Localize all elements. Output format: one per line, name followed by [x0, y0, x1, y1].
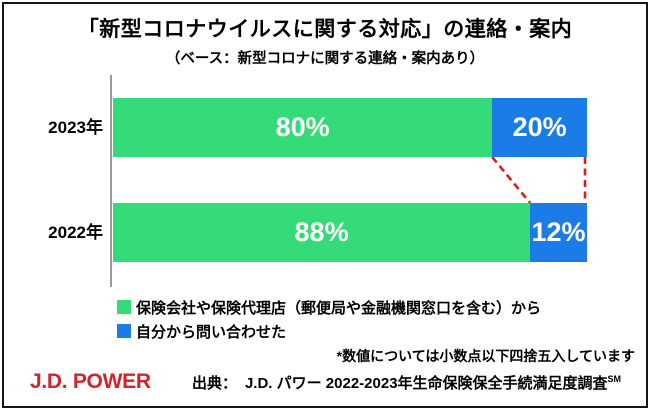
legend-item-insurer: 保険会社や保険代理店（郵便局や金融機関窓口を含む）から	[117, 295, 541, 319]
source-line: 出典： J.D. パワー 2022-2023年生命保険保全手続満足度調査SM	[175, 372, 638, 393]
legend-swatch-blue	[117, 324, 131, 338]
category-label: 2022年	[48, 223, 103, 242]
y-axis-line	[110, 75, 112, 287]
rounding-note: *数値については小数点以下四捨五入しています	[336, 348, 635, 364]
legend-label-self: 自分から問い合わせた	[136, 323, 287, 341]
bar-segment-self: 12%	[530, 203, 587, 262]
legend-label-insurer: 保険会社や保険代理店（郵便局や金融機関窓口を含む）から	[136, 299, 542, 317]
bar-row: 88% 12%	[113, 203, 587, 262]
source-label: 出典：	[191, 375, 237, 392]
bar-segment-insurer: 80%	[113, 98, 493, 157]
connector-dashed-lines	[491, 156, 587, 204]
source-superscript: SM	[607, 374, 622, 384]
category-label: 2023年	[48, 118, 103, 137]
source-text: J.D. パワー 2022-2023年生命保険保全手続満足度調査	[244, 375, 608, 392]
legend-swatch-green	[117, 300, 131, 314]
chart-title: 「新型コロナウイルスに関する対応」の連絡・案内	[77, 18, 573, 41]
bar-segment-self: 20%	[492, 98, 587, 157]
stacked-bar-chart: 2023年 80% 20% 2022年 88% 12%	[0, 75, 650, 287]
jd-power-logo: J.D. POWER	[30, 370, 151, 393]
bar-segment-insurer: 88%	[113, 203, 531, 262]
legend: 保険会社や保険代理店（郵便局や金融機関窓口を含む）から 自分から問い合わせた	[117, 295, 541, 343]
bar-row: 80% 20%	[113, 98, 587, 157]
legend-item-self: 自分から問い合わせた	[117, 319, 541, 343]
chart-subtitle: （ベース：新型コロナに関する連絡・案内あり）	[165, 51, 485, 67]
